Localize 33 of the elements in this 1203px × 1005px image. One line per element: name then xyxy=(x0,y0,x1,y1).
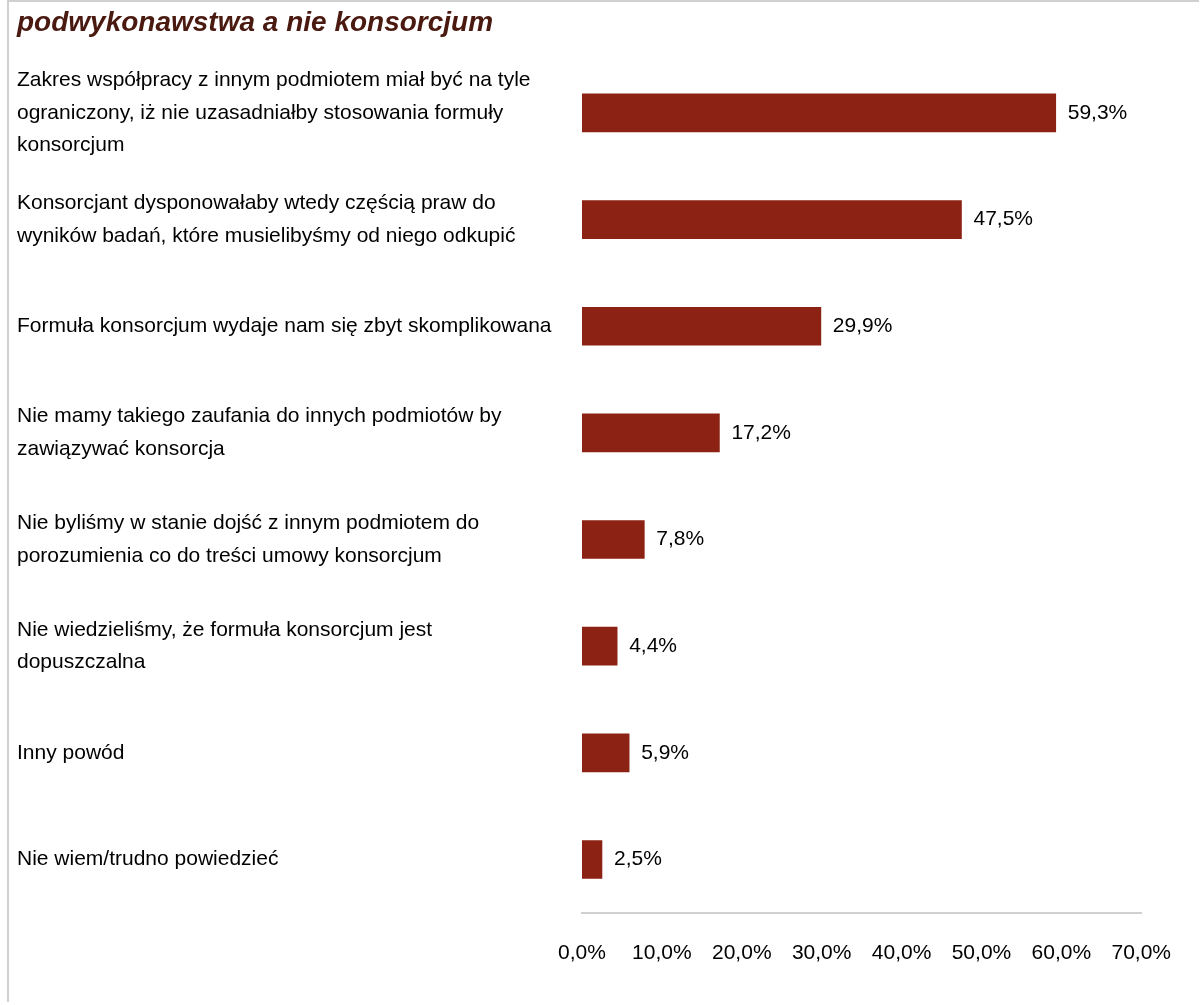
y-tick-label: Nie mamy takiego zaufania do innych podmiotów by zawiązywać konsorcja xyxy=(17,403,502,459)
x-tick-label: 50,0% xyxy=(951,940,1012,964)
text: podwykonawstwa a nie konsorcjum xyxy=(16,5,494,37)
bar xyxy=(582,520,645,559)
data-label: 47,5% xyxy=(973,206,1034,230)
x-tick-label: 0,0% xyxy=(558,940,606,964)
y-tick-label: Nie wiedzieliśmy, że formuła konsorcjum jest dopuszczalna xyxy=(17,616,433,673)
data-label: 2,5% xyxy=(613,846,662,870)
data-label: 7,8% xyxy=(656,526,705,550)
data-label: 4,4% xyxy=(629,632,678,656)
data-label: 17,2% xyxy=(731,419,791,443)
bar xyxy=(582,733,630,773)
y-tick-label: Konsorcjant dysponowałaby wtedy częścią praw do wyników badań, które musielibyśmy od niego odkupić xyxy=(16,190,516,246)
x-tick-label: 20,0% xyxy=(712,940,772,964)
x-tick-label: 40,0% xyxy=(871,940,932,964)
y-tick-label: Nie wiem/trudno powiedzieć xyxy=(17,846,279,870)
data-label: 29,9% xyxy=(832,313,893,337)
x-tick-label: 10,0% xyxy=(632,940,692,964)
bar xyxy=(582,306,822,346)
y-tick-label: Formuła konsorcjum wydaje nam się zbyt skomplikowana xyxy=(17,313,552,337)
bar xyxy=(582,626,618,666)
y-tick-label: Zakres współpracy z innym podmiotem miał być na tyle ograniczony, iż nie uzasadniałby stosowania formuły konsorcjum xyxy=(17,67,531,156)
bar xyxy=(582,840,603,879)
y-tick-label: Nie byliśmy w stanie dojść z innym podmiotem do porozumienia co do treści umowy konsorcjum xyxy=(17,510,480,566)
x-tick-label: 70,0% xyxy=(1111,940,1171,964)
bar xyxy=(582,413,720,453)
y-tick-label: Inny powód xyxy=(17,739,125,763)
bar xyxy=(582,200,962,239)
x-tick-label: 30,0% xyxy=(791,940,852,964)
data-label: 59,3% xyxy=(1067,99,1128,123)
data-label: 5,9% xyxy=(641,739,690,763)
bar xyxy=(582,93,1057,133)
x-tick-label: 60,0% xyxy=(1031,940,1092,964)
